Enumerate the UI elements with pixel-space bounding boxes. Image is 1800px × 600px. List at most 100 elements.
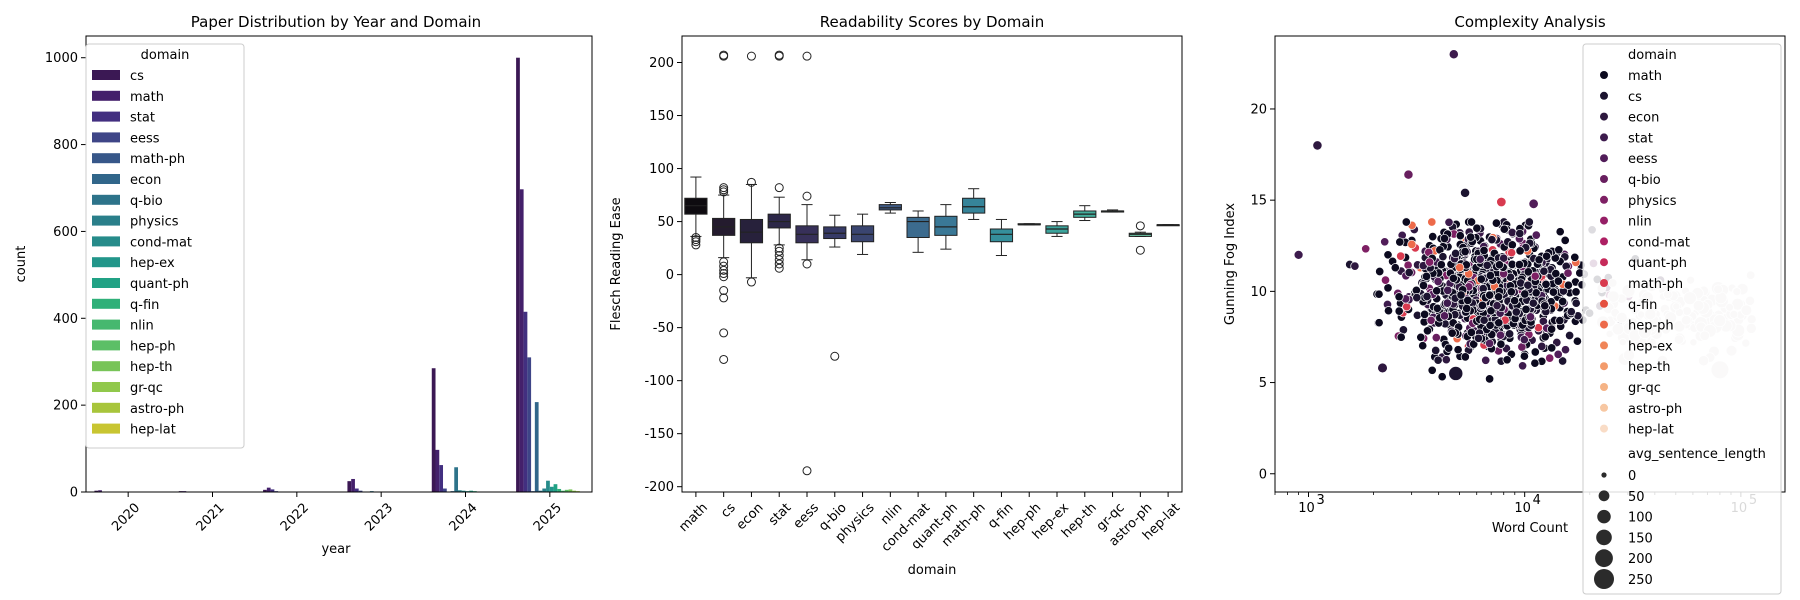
- legend-swatch-quant-ph: [92, 278, 120, 288]
- scatter-point: [1560, 235, 1570, 245]
- scatter-point: [1482, 260, 1492, 270]
- scatter-point: [1455, 231, 1465, 241]
- bar-chart-xlabel: year: [321, 542, 351, 557]
- legend-swatch-astro-ph: [92, 402, 120, 413]
- outlier-point: [774, 259, 784, 269]
- box-cs: [712, 50, 736, 364]
- y-tick-label: 50: [657, 215, 674, 230]
- scatter-point: [1455, 262, 1465, 273]
- bar-quant-ph-2025: [553, 484, 558, 492]
- box-body: [989, 228, 1014, 243]
- legend-marker-cond-mat: [1600, 237, 1608, 246]
- scatter-point: [1407, 239, 1417, 249]
- scatter-point: [1479, 315, 1489, 325]
- outlier-point: [691, 237, 701, 247]
- bar-cs-2025: [516, 57, 520, 493]
- x-tick-label: 10: [1298, 501, 1315, 516]
- outlier-point: [802, 191, 812, 201]
- scatter-point-stat: [1293, 249, 1304, 260]
- scatter-point: [1485, 338, 1495, 349]
- scatter-point: [1472, 223, 1482, 233]
- scatter-point: [1479, 245, 1489, 256]
- legend-marker-math: [1600, 71, 1608, 79]
- scatter-point-cs: [1460, 187, 1471, 198]
- scatter-point: [1442, 298, 1452, 308]
- scatter-point-stat: [1448, 49, 1459, 60]
- box-math: [684, 176, 708, 250]
- scatter-point: [1496, 339, 1506, 349]
- scatter-point: [1530, 358, 1540, 368]
- y-tick-label: -50: [653, 321, 674, 336]
- scatter-point: [1553, 349, 1563, 359]
- scatter-point: [1551, 269, 1561, 279]
- scatter-point: [1418, 280, 1429, 291]
- scatter-point: [1456, 290, 1466, 300]
- scatter-point: [1521, 304, 1531, 314]
- scatter-point: [1537, 341, 1547, 351]
- legend-label-q-fin: q-fin: [1628, 298, 1657, 313]
- scatter-point: [1439, 311, 1450, 321]
- scatter-point: [1374, 318, 1384, 328]
- outlier-point: [719, 354, 729, 364]
- size-legend-marker: [1597, 509, 1611, 524]
- scatter-point: [1510, 296, 1520, 306]
- legend-marker-quant-ph: [1600, 258, 1608, 267]
- legend-marker-astro-ph: [1600, 403, 1608, 412]
- scatter-point: [1394, 306, 1404, 316]
- legend-marker-cs: [1600, 91, 1608, 100]
- legend-marker-hep-ph: [1600, 320, 1608, 329]
- legend-marker-nlin: [1600, 216, 1608, 225]
- scatter-point-econ: [1312, 140, 1323, 151]
- y-tick-label: 0: [666, 268, 674, 283]
- scatter-point: [1432, 286, 1442, 296]
- scatter-point: [1511, 307, 1521, 317]
- scatter-point: [1380, 275, 1391, 285]
- scatter-point: [1515, 246, 1525, 256]
- scatter-point: [1433, 276, 1443, 287]
- scatter-size-legend: 0 50 100 150 200 250: [1593, 469, 1653, 590]
- scatter-point-q-bio: [1403, 169, 1414, 180]
- scatter-point: [1571, 298, 1581, 308]
- scatter-point: [1494, 260, 1504, 270]
- box-body: [906, 216, 930, 238]
- bar-hep-th-2025: [568, 489, 573, 492]
- box-quant-ph: [934, 204, 958, 250]
- legend-marker-hep-th: [1600, 362, 1608, 371]
- scatter-ylabel: Gunning Fog Index: [1223, 203, 1238, 325]
- outlier-point: [719, 185, 729, 195]
- bar-cs-2024: [431, 368, 436, 492]
- bar-stat-2025: [523, 311, 528, 492]
- scatter-point: [1505, 329, 1515, 339]
- scatter-point: [1547, 343, 1557, 353]
- y-tick-label: 15: [1250, 194, 1267, 209]
- bar-q-fin-2025: [557, 488, 562, 492]
- scatter-point: [1453, 345, 1463, 355]
- scatter-point: [1420, 309, 1430, 319]
- bar-stat-2023: [354, 488, 359, 492]
- scatter-point: [1554, 245, 1564, 255]
- x-tick-label: 10: [1514, 501, 1531, 516]
- scatter-point: [1431, 333, 1441, 343]
- scatter-point: [1383, 250, 1393, 260]
- legend-label-hep-ex: hep-ex: [1628, 339, 1673, 354]
- scatter-point: [1531, 230, 1541, 240]
- scatter-point: [1425, 257, 1435, 267]
- scatter-point: [1540, 301, 1550, 311]
- scatter-point: [1469, 339, 1479, 349]
- y-tick-label: -100: [644, 374, 674, 389]
- bar-nlin-2025: [561, 490, 565, 492]
- scatter-point: [1436, 260, 1446, 270]
- legend-marker-math-ph: [1600, 279, 1608, 287]
- scatter-point: [1427, 217, 1437, 227]
- outlier-point: [746, 51, 756, 61]
- bar-cs-2022: [263, 489, 267, 492]
- bar-chart-bars: [94, 57, 584, 493]
- scatter-point: [1426, 315, 1436, 325]
- legend-marker-stat: [1600, 133, 1608, 142]
- size-legend-marker: [1601, 472, 1607, 478]
- box-plot-ylabel: Flesch Reading Ease: [609, 197, 624, 330]
- scatter-point: [1460, 352, 1470, 362]
- scatter-point: [1447, 328, 1457, 338]
- legend-swatch-nlin: [92, 319, 120, 330]
- legend-swatch-q-fin: [92, 298, 120, 309]
